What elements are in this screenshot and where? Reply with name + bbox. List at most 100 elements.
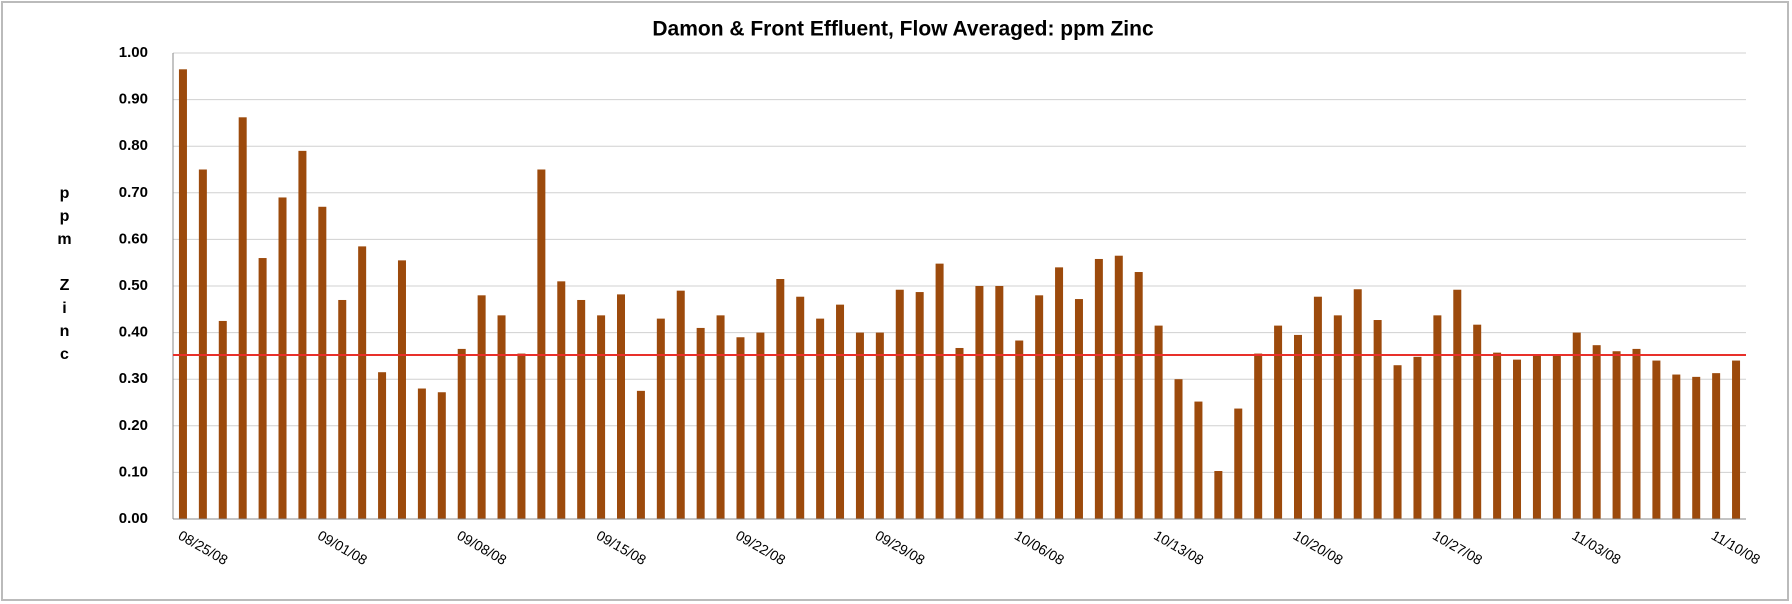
x-tick-label: 11/10/08 [1709, 527, 1763, 568]
x-tick-label: 09/01/08 [315, 527, 370, 568]
bar [1055, 267, 1064, 519]
bar [1532, 355, 1541, 519]
bar [1214, 471, 1223, 519]
bar [1234, 408, 1243, 519]
y-tick-label: 0.10 [119, 463, 148, 480]
x-tick-label: 10/13/08 [1151, 527, 1206, 568]
bar [1134, 272, 1143, 519]
bar [716, 315, 725, 519]
chart-title: Damon & Front Effluent, Flow Averaged: p… [652, 18, 1154, 41]
y-tick-label: 0.90 [119, 91, 148, 108]
x-tick-label: 10/20/08 [1291, 527, 1346, 568]
bar [557, 281, 566, 519]
bar [1473, 324, 1482, 519]
bar [836, 304, 845, 519]
bar [1373, 320, 1382, 519]
bar [676, 290, 685, 519]
bar [1074, 299, 1083, 519]
y-tick-label: 0.70 [119, 184, 148, 201]
bar [656, 318, 665, 519]
bar [318, 206, 327, 519]
bar [756, 332, 765, 519]
bar [1094, 258, 1103, 519]
x-tick-label: 11/03/08 [1569, 527, 1623, 568]
bar [198, 169, 207, 519]
bar [736, 337, 745, 519]
bar [497, 315, 506, 519]
bar [1453, 289, 1462, 519]
bar [457, 348, 466, 519]
bar [617, 294, 626, 519]
x-tick-label: 10/06/08 [1012, 527, 1067, 568]
bar [1493, 352, 1502, 519]
bar [1015, 340, 1024, 519]
bar [258, 258, 267, 519]
y-tick-label: 0.60 [119, 230, 148, 247]
bar [1313, 296, 1322, 519]
bar [278, 197, 287, 519]
bar [537, 169, 546, 519]
bar [178, 69, 187, 519]
bar [597, 315, 606, 519]
bar [1393, 365, 1402, 519]
bar [1572, 332, 1581, 519]
bar [1433, 315, 1442, 519]
bar [1114, 255, 1123, 519]
bar [1612, 351, 1621, 519]
bar [338, 299, 347, 519]
bar [1513, 359, 1522, 519]
x-tick-label: 09/15/08 [594, 527, 649, 568]
bar [796, 296, 805, 519]
bar [1353, 289, 1362, 519]
bar [1274, 325, 1283, 519]
bar [517, 353, 526, 519]
x-tick-label: 09/08/08 [454, 527, 509, 568]
bar [816, 318, 825, 519]
bar [1254, 353, 1263, 519]
bar [1692, 376, 1701, 519]
bar [397, 260, 406, 519]
bar [477, 295, 486, 519]
bar [1194, 401, 1203, 519]
bar [577, 299, 586, 519]
bar [1732, 360, 1741, 519]
bar [1293, 334, 1302, 519]
bar [1174, 379, 1183, 519]
bar [218, 320, 227, 519]
x-tick-label: 09/29/08 [873, 527, 928, 568]
bar [776, 279, 785, 519]
y-tick-label: 0.20 [119, 417, 148, 434]
bar [1413, 356, 1422, 519]
bar [417, 388, 426, 519]
bar [995, 286, 1004, 519]
bar [975, 286, 984, 519]
bar [298, 150, 307, 520]
x-tick-label: 08/25/08 [176, 527, 231, 568]
bar [378, 372, 387, 519]
bar [1333, 315, 1342, 519]
y-axis-label: ppm Zinc [56, 185, 73, 369]
y-tick-label: 0.30 [119, 370, 148, 387]
bar [855, 332, 864, 519]
bar [875, 332, 884, 519]
bar [437, 392, 446, 519]
bar [636, 390, 645, 519]
bar [895, 289, 904, 519]
bar [1592, 345, 1601, 519]
bar [935, 263, 944, 519]
x-tick-label: 09/22/08 [733, 527, 788, 568]
bar [1712, 373, 1721, 519]
bar [915, 292, 924, 519]
bar [955, 347, 964, 519]
bar [696, 327, 705, 519]
bar [1154, 325, 1163, 519]
bar [1552, 354, 1561, 519]
bar [1672, 374, 1681, 519]
bar [238, 117, 247, 520]
y-tick-label: 1.00 [119, 44, 148, 61]
bar [1652, 360, 1661, 519]
bar [358, 246, 367, 519]
